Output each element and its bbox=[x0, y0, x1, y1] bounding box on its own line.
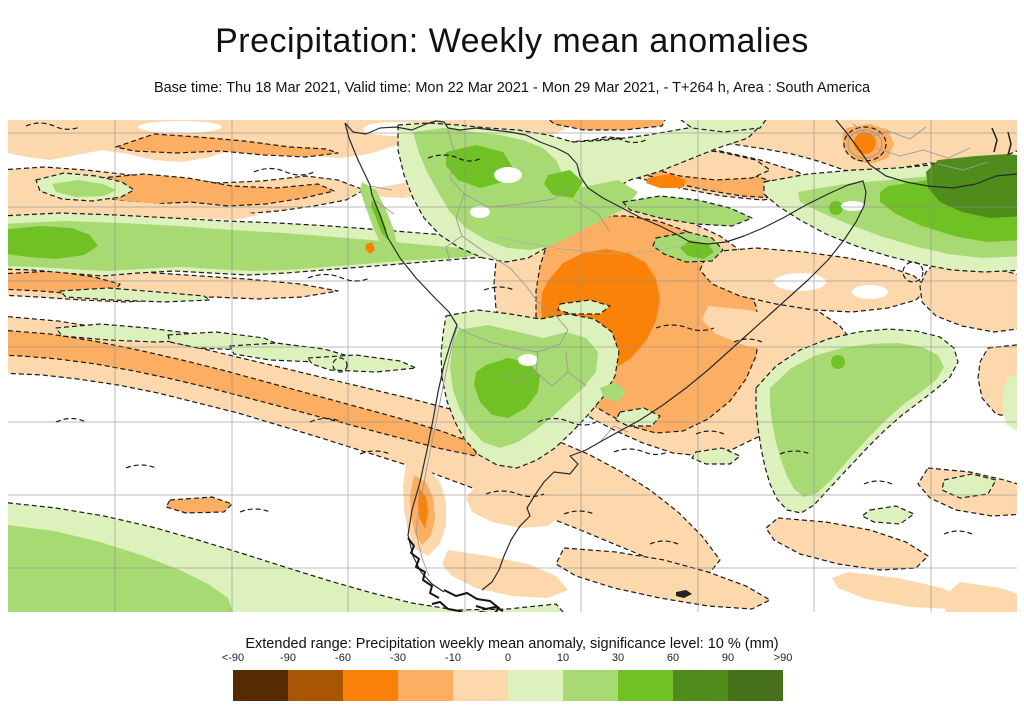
legend-cell bbox=[673, 670, 728, 701]
legend-tick-label: 60 bbox=[666, 652, 680, 664]
legend-title: Extended range: Precipitation weekly mea… bbox=[245, 636, 779, 652]
legend-color-bar bbox=[233, 670, 783, 701]
legend-ticks: <-90 -90 -60 -30 -10 0 10 30 60 90 >90 bbox=[0, 652, 1024, 666]
page-subtitle: Base time: Thu 18 Mar 2021, Valid time: … bbox=[153, 80, 871, 96]
legend-tick-label: >90 bbox=[773, 652, 793, 664]
legend-cell bbox=[343, 670, 398, 701]
legend-cell bbox=[618, 670, 673, 701]
legend-cell bbox=[728, 670, 783, 701]
legend-cell bbox=[563, 670, 618, 701]
weather-map bbox=[8, 120, 1017, 612]
legend-tick-label: 90 bbox=[721, 652, 735, 664]
legend-tick-label: -90 bbox=[280, 652, 296, 664]
legend-tick-label: -60 bbox=[335, 652, 351, 664]
legend-cell bbox=[508, 670, 563, 701]
legend-tick-label: 30 bbox=[611, 652, 625, 664]
legend-tick-label: -30 bbox=[390, 652, 406, 664]
legend-cell bbox=[453, 670, 508, 701]
legend-tick-label: -10 bbox=[445, 652, 461, 664]
map-svg bbox=[8, 120, 1017, 612]
legend-tick-label: 10 bbox=[556, 652, 570, 664]
legend-cell bbox=[288, 670, 343, 701]
legend-tick-label: 0 bbox=[504, 652, 512, 664]
page-title: Precipitation: Weekly mean anomalies bbox=[215, 22, 809, 60]
legend-cell bbox=[233, 670, 288, 701]
legend-tick-label: <-90 bbox=[221, 652, 245, 664]
legend-cell bbox=[398, 670, 453, 701]
